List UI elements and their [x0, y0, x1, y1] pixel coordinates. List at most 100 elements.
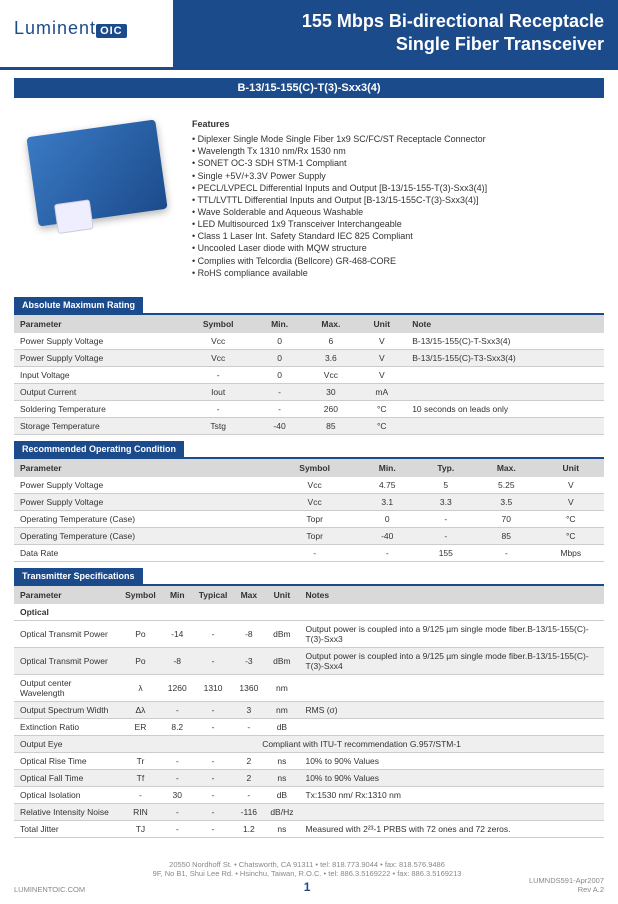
cell: Power Supply Voltage	[14, 493, 271, 510]
features: Features Diplexer Single Mode Single Fib…	[192, 118, 594, 279]
cell: Δλ	[119, 701, 162, 718]
header: LuminentOIC 155 Mbps Bi-directional Rece…	[0, 0, 618, 70]
cell: -40	[255, 417, 305, 434]
cell: V	[357, 333, 406, 350]
cell: 10 seconds on leads only	[406, 400, 604, 417]
cell: ns	[264, 769, 299, 786]
cell: Power Supply Voltage	[14, 333, 182, 350]
cell: Optical Transmit Power	[14, 647, 119, 674]
feature-item: Class 1 Laser Int. Safety Standard IEC 8…	[192, 230, 594, 242]
cell: Vcc	[182, 349, 255, 366]
table-row: Relative Intensity NoiseRIN---116dB/Hz	[14, 803, 604, 820]
cell: Output Current	[14, 383, 182, 400]
cell: -	[417, 527, 475, 544]
cell: B-13/15-155(C)-T-Sxx3(4)	[406, 333, 604, 350]
cell: dBm	[264, 647, 299, 674]
cell: Vcc	[271, 477, 357, 494]
cell: -	[193, 786, 234, 803]
cell: °C	[538, 510, 604, 527]
footer-right: LUMNDS591-Apr2007 Rev A.2	[529, 876, 604, 894]
table-row: Power Supply VoltageVcc4.7555.25V	[14, 477, 604, 494]
cell: 260	[304, 400, 357, 417]
cell: 85	[304, 417, 357, 434]
cell: 4.75	[358, 477, 417, 494]
cell: -	[162, 820, 193, 837]
cell: -	[271, 544, 357, 561]
table-row: Optical Transmit PowerPo-8--3dBmOutput p…	[14, 647, 604, 674]
col-header: Min.	[255, 314, 305, 333]
col-header: Note	[406, 314, 604, 333]
cell: Input Voltage	[14, 366, 182, 383]
cell: Iout	[182, 383, 255, 400]
doc-title: 155 Mbps Bi-directional Receptacle Singl…	[302, 10, 604, 55]
cell: -	[475, 544, 538, 561]
feature-item: TTL/LVTTL Differential Inputs and Output…	[192, 194, 594, 206]
cell: V	[538, 493, 604, 510]
table-row: Data Rate--155-Mbps	[14, 544, 604, 561]
cell: 3.1	[358, 493, 417, 510]
cell: Tx:1530 nm/ Rx:1310 nm	[299, 786, 604, 803]
cell: B-13/15-155(C)-T3-Sxx3(4)	[406, 349, 604, 366]
cell: -116	[233, 803, 264, 820]
footer-addr2: 9F, No B1, Shui Lee Rd. • Hsinchu, Taiwa…	[85, 869, 529, 878]
col-header: Unit	[264, 585, 299, 604]
cell: Extinction Ratio	[14, 718, 119, 735]
cell: dB	[264, 786, 299, 803]
footer-center: 20550 Nordhoff St. • Chatsworth, CA 9131…	[85, 860, 529, 894]
cell: -	[162, 701, 193, 718]
cell: Power Supply Voltage	[14, 349, 182, 366]
table-row: Operating Temperature (Case)Topr-40-85°C	[14, 527, 604, 544]
title-line2: Single Fiber Transceiver	[302, 33, 604, 56]
cell: 2	[233, 769, 264, 786]
col-header: Min	[162, 585, 193, 604]
cell: 1.2	[233, 820, 264, 837]
cell: °C	[357, 417, 406, 434]
cell: nm	[264, 674, 299, 701]
cell: 8.2	[162, 718, 193, 735]
col-header: Typical	[193, 585, 234, 604]
cell: -	[193, 803, 234, 820]
cell	[406, 366, 604, 383]
cell: -40	[358, 527, 417, 544]
table-row: Operating Temperature (Case)Topr0-70°C	[14, 510, 604, 527]
feature-item: Uncooled Laser diode with MQW structure	[192, 242, 594, 254]
table-row: Storage TemperatureTstg-4085°C	[14, 417, 604, 434]
col-header: Parameter	[14, 458, 271, 477]
ts-title: Transmitter Specifications	[14, 568, 143, 584]
col-header: Typ.	[417, 458, 475, 477]
cell: -	[358, 544, 417, 561]
cell: -	[193, 620, 234, 647]
cell: -8	[233, 620, 264, 647]
cell: -	[417, 510, 475, 527]
cell: 5	[417, 477, 475, 494]
cell: -	[193, 647, 234, 674]
cell: 2	[233, 752, 264, 769]
section-amr: Absolute Maximum Rating ParameterSymbolM…	[14, 297, 604, 435]
cell: 1260	[162, 674, 193, 701]
col-header: Symbol	[119, 585, 162, 604]
product-image	[24, 118, 174, 238]
feature-item: Single +5V/+3.3V Power Supply	[192, 170, 594, 182]
cell: Optical Isolation	[14, 786, 119, 803]
cell: 85	[475, 527, 538, 544]
feature-item: LED Multisourced 1x9 Transceiver Interch…	[192, 218, 594, 230]
cell: V	[357, 349, 406, 366]
cell: Total Jitter	[14, 820, 119, 837]
cell: 30	[304, 383, 357, 400]
col-header: Symbol	[182, 314, 255, 333]
cell: RMS (σ)	[299, 701, 604, 718]
cell	[406, 383, 604, 400]
table-row: Soldering Temperature--260°C10 seconds o…	[14, 400, 604, 417]
logo-suffix: OIC	[96, 24, 127, 38]
cell: Tf	[119, 769, 162, 786]
cell: Data Rate	[14, 544, 271, 561]
cell: 0	[358, 510, 417, 527]
cell: Mbps	[538, 544, 604, 561]
col-header: Notes	[299, 585, 604, 604]
cell: 70	[475, 510, 538, 527]
col-header: Max.	[304, 314, 357, 333]
model-bar: B-13/15-155(C)-T(3)-Sxx3(4)	[14, 78, 604, 98]
cell	[299, 803, 604, 820]
cell: Power Supply Voltage	[14, 477, 271, 494]
roc-table: ParameterSymbolMin.Typ.Max.UnitPower Sup…	[14, 457, 604, 562]
